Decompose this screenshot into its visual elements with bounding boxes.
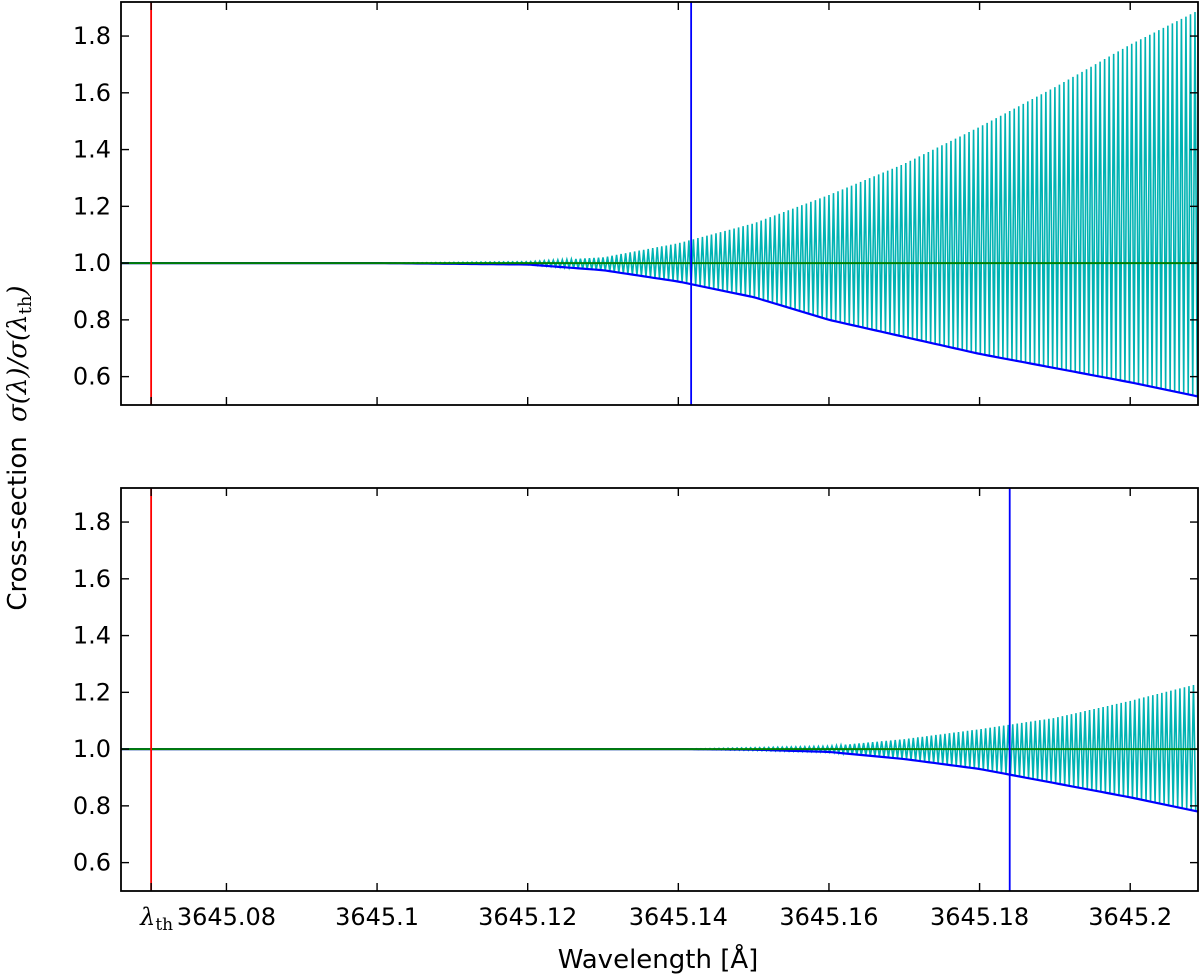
y-tick-label-top: 1.6 [73,79,111,107]
x-tick-label: 3645.18 [930,903,1029,931]
x-tick-label: 3645.2 [1088,903,1172,931]
y-axis-title-prefix: Cross-section [3,436,33,610]
y-tick-label-bottom: 1.0 [73,735,111,763]
x-tick-label: 3645.16 [779,903,878,931]
y-tick-label-bottom: 0.8 [73,792,111,820]
y-axis-title-math: σ(λ)/σ(λ [3,314,33,422]
y-tick-label-bottom: 1.8 [73,508,111,536]
resonance-series-bottom [678,684,1197,812]
y-tick-label-bottom: 0.6 [73,849,111,877]
y-tick-label-top: 0.6 [73,363,111,391]
plot-area-top [121,2,1198,405]
y-tick-label-bottom: 1.2 [73,678,111,706]
y-tick-label-top: 1.8 [73,22,111,50]
axes-frame-bottom [120,487,1199,892]
x-tick-label: λth [139,903,173,935]
resonance-series-top [377,12,1198,397]
x-tick-label: 3645.14 [629,903,728,931]
y-tick-label-top: 1.0 [73,249,111,277]
envelope-series-top [121,262,1198,398]
y-tick-label-bottom: 1.4 [73,622,111,650]
y-tick-label-bottom: 1.6 [73,565,111,593]
y-tick-label-top: 1.2 [73,192,111,220]
x-tick-label: 3645.08 [177,903,276,931]
y-tick-label-top: 0.8 [73,306,111,334]
y-tick-label-top: 1.4 [73,136,111,164]
axes-frame-top [120,1,1199,406]
x-axis-title: Wavelength [Å] [558,943,759,975]
x-tick-label: 3645.12 [478,903,577,931]
bottom-panel: 0.6 0.8 1.0 1.2 1.4 1.6 1.8 λth 3645.08 3645.1 364… [73,487,1199,935]
top-panel: 0.6 0.8 1.0 1.2 1.4 1.6 1.8 [73,1,1199,406]
y-axis-title: Cross-section σ(λ)/σ(λth) [3,285,36,610]
x-tick-label: 3645.1 [335,903,419,931]
plot-area-bottom [121,488,1198,891]
